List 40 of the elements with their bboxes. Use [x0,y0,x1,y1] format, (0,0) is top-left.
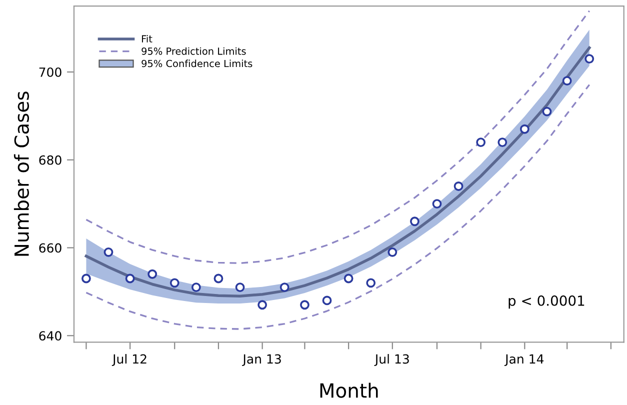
point [366,278,376,288]
point [104,247,114,257]
y-tick-label: 640 [39,331,62,341]
point [280,282,290,292]
point [388,247,398,257]
line-series [85,84,590,330]
point [562,76,572,86]
point [476,138,486,147]
x-tick-label: Jan 13 [242,354,281,366]
point [214,274,224,284]
point [454,182,464,191]
point [81,274,91,284]
point [125,274,135,284]
legend-label: 95% Prediction Limits [142,47,246,55]
point [344,274,354,284]
legend-label: Fit [142,34,152,42]
x-tick-label: Jan 14 [504,354,544,366]
y-tick-label: 660 [39,243,62,253]
point [498,138,508,147]
point [235,282,245,292]
y-axis-title: Number of Cases [14,92,29,256]
y-tick-label: 700 [39,67,62,77]
point [300,300,310,310]
point [148,269,158,279]
point [520,124,530,134]
point [170,278,180,288]
point [322,296,332,306]
point [258,300,268,310]
x-axis-title: Month [320,382,378,398]
x-tick-label: Jul 13 [374,354,409,366]
annotation: p < 0.0001 [508,295,584,309]
point [410,216,420,226]
point [432,199,442,209]
line-series [85,10,590,264]
point [584,54,594,64]
annotation: 95% Confidence Limits [142,60,252,68]
point [542,106,552,116]
x-tick-label: Jul 12 [112,354,146,366]
point [191,282,201,292]
y-tick-label: 680 [39,155,62,165]
